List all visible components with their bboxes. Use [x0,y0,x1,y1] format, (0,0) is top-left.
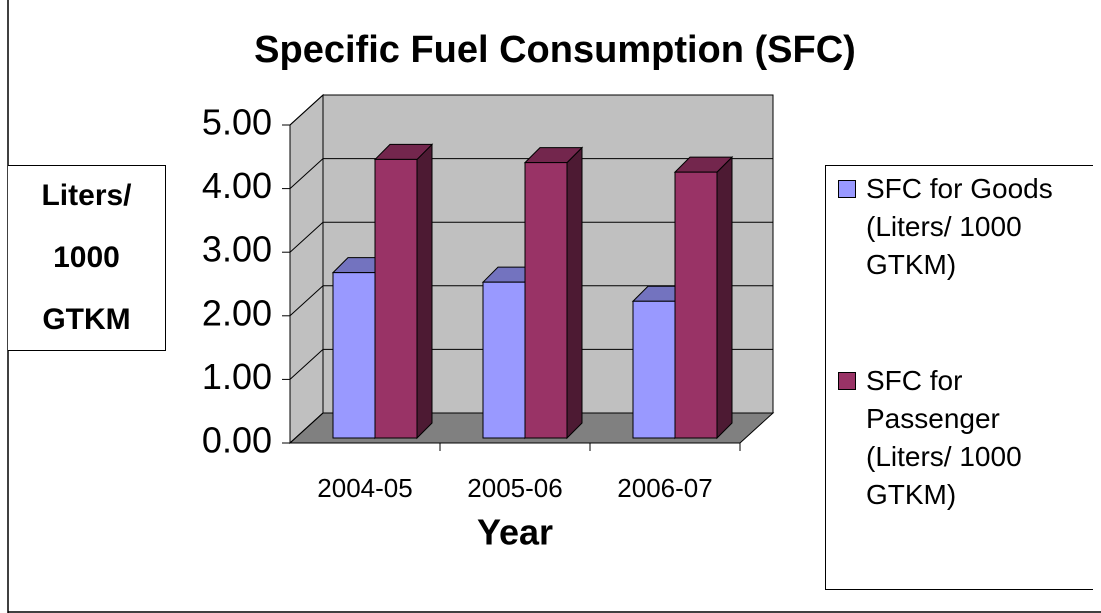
bar-front [632,300,676,439]
legend-label: SFC for Passenger (Liters/ 1000 GTKM) [866,365,1022,510]
bar-side [566,146,583,440]
chart-title: Specific Fuel Consumption (SFC) [254,29,856,71]
grid-line [289,94,773,126]
grid-line [289,285,773,317]
grid-line [289,158,773,189]
bar-front [524,162,568,439]
bar-side [716,155,733,440]
y-tick-label: 3.00 [202,229,272,270]
bar-front [332,272,376,439]
bar-front [674,171,718,439]
x-tick-label: 2004-05 [317,473,412,503]
bar [523,146,584,440]
grid-line [289,348,773,380]
bar-front [482,281,526,439]
bar-side [416,143,433,440]
y-tick-label: 1.00 [202,356,272,397]
y-tick-label: 4.00 [202,165,272,206]
legend-label: SFC for Goods (Liters/ 1000 GTKM) [866,173,1053,280]
legend: SFC for Goods (Liters/ 1000 GTKM) SFC for… [825,165,1093,590]
y-axis-label: Liters/ 1000 GTKM [8,165,166,351]
legend-swatch [838,180,856,198]
y-tick-label: 0.00 [202,420,272,461]
side-wall [289,93,324,445]
bar [673,155,734,440]
grid-line [289,412,773,444]
y-tick-label: 5.00 [202,102,272,143]
bar-front [374,158,418,439]
bar [373,143,434,440]
x-tick-label: 2006-07 [617,473,712,503]
legend-swatch [838,372,856,390]
y-tick-label: 2.00 [202,292,272,333]
x-tick-label: 2005-06 [467,473,562,503]
x-axis-label: Year [477,512,553,553]
grid-line [289,221,773,253]
